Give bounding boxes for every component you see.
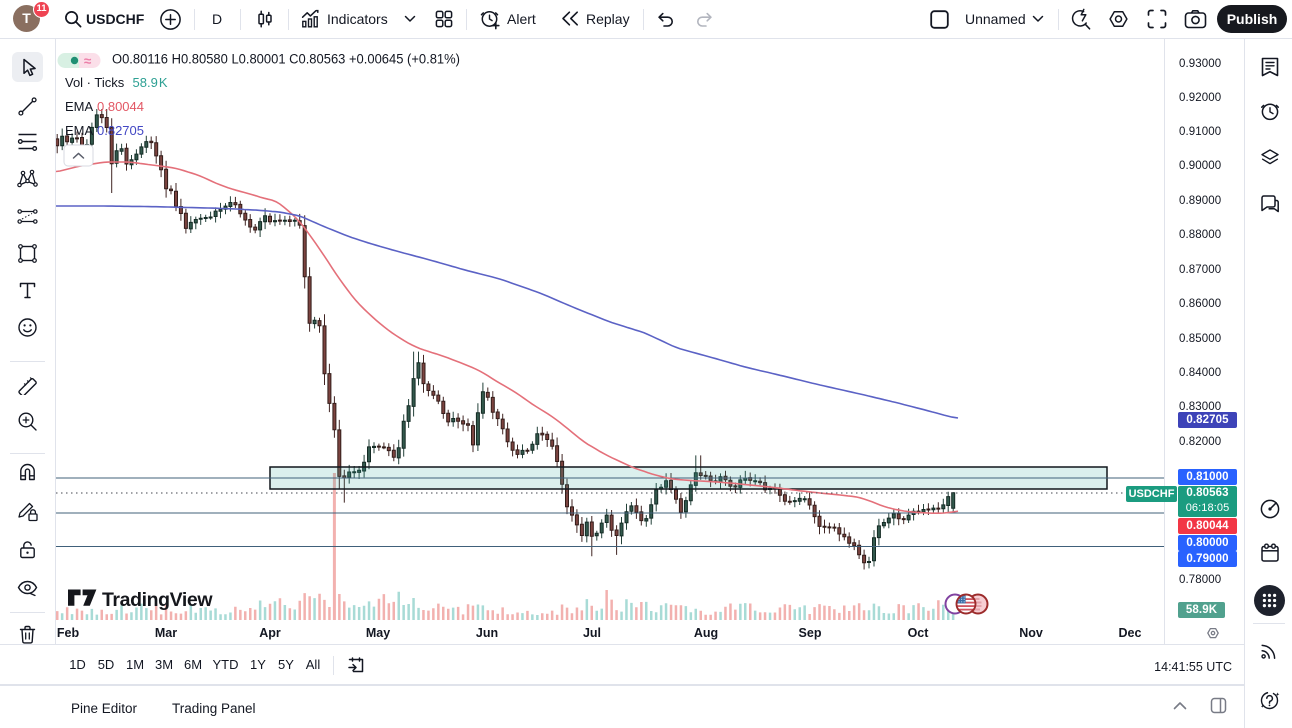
svg-text:Nov: Nov — [1019, 626, 1043, 640]
svg-text:Jun: Jun — [476, 626, 498, 640]
svg-text:Oct: Oct — [908, 626, 930, 640]
svg-text:Dec: Dec — [1119, 626, 1142, 640]
svg-text:O0.80116 H0.80580 L0.80001 C0.: O0.80116 H0.80580 L0.80001 C0.80563 +0.0… — [112, 52, 460, 67]
svg-text:Aug: Aug — [694, 626, 718, 640]
svg-text:0.80044: 0.80044 — [97, 99, 144, 114]
svg-text:EMA: EMA — [65, 99, 94, 114]
svg-text:May: May — [366, 626, 390, 640]
svg-text:≈: ≈ — [84, 54, 92, 69]
svg-text:EMA: EMA — [65, 123, 94, 138]
svg-text:Mar: Mar — [155, 626, 177, 640]
svg-text:0.82705: 0.82705 — [97, 123, 144, 138]
svg-text:Sep: Sep — [799, 626, 822, 640]
svg-text:58.9 K: 58.9 K — [133, 75, 168, 90]
svg-text:Jul: Jul — [583, 626, 601, 640]
svg-text:Feb: Feb — [57, 626, 80, 640]
svg-text:Apr: Apr — [259, 626, 281, 640]
svg-text:Vol · Ticks: Vol · Ticks — [65, 75, 125, 90]
svg-text:TradingView: TradingView — [102, 589, 213, 611]
